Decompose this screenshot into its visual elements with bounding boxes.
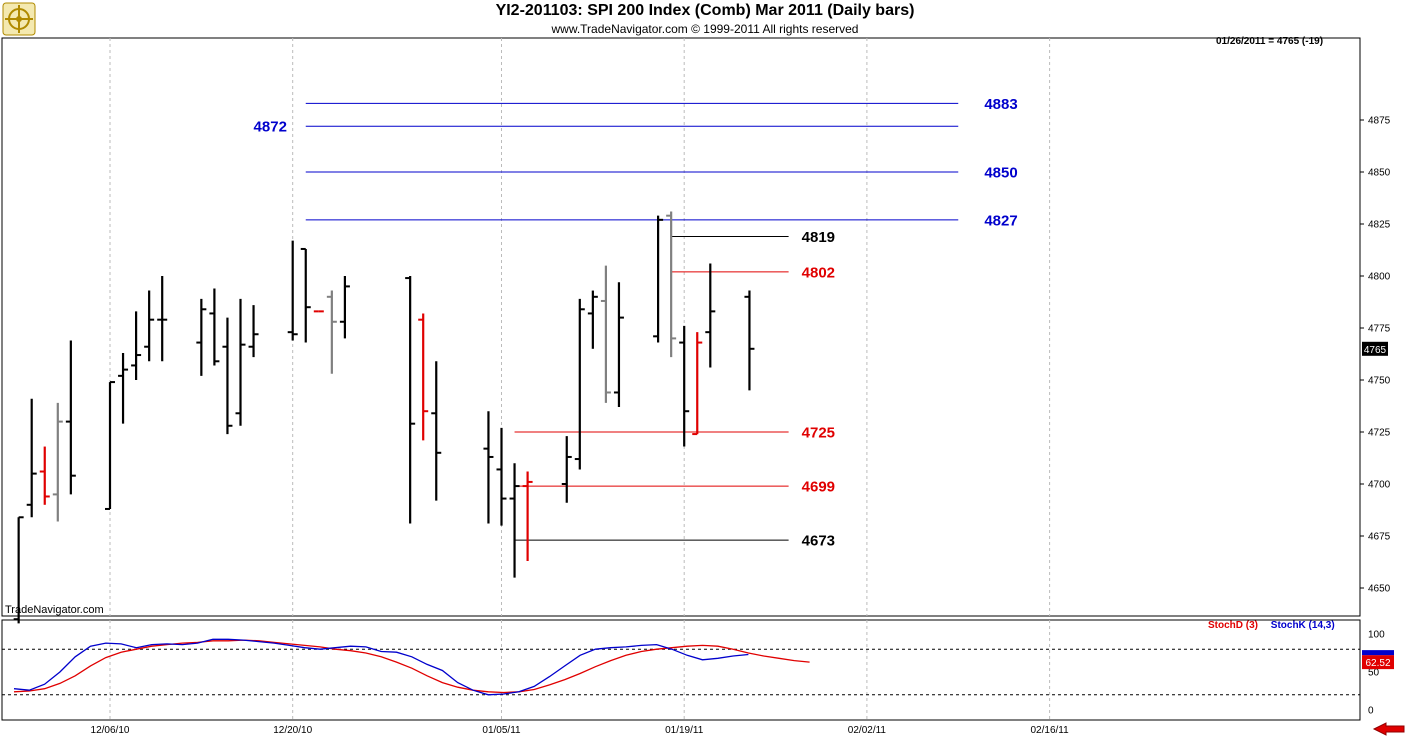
x-tick-label: 02/16/11	[1031, 725, 1070, 736]
level-label-4819: 4819	[802, 229, 835, 246]
stoch-last-value-label: 62.52	[1365, 658, 1390, 669]
y-tick-label: 4650	[1368, 584, 1391, 595]
x-tick-label: 12/20/10	[273, 725, 312, 736]
x-tick-label: 02/02/11	[848, 725, 887, 736]
y-tick-label: 4725	[1368, 428, 1391, 439]
y-tick-label: 4800	[1368, 272, 1391, 283]
stoch-last-value-box	[1362, 655, 1394, 670]
y-tick-label: 4850	[1368, 168, 1391, 179]
y-tick-label: 4825	[1368, 220, 1391, 231]
level-label-4725: 4725	[802, 425, 835, 442]
level-label-4673: 4673	[802, 533, 835, 550]
level-label-4850: 4850	[984, 165, 1017, 182]
level-label-4699: 4699	[802, 479, 835, 496]
level-label-4883: 4883	[984, 96, 1017, 113]
price-panel-frame	[1, 37, 1361, 617]
y-tick-label: 4875	[1368, 116, 1391, 127]
legend-stochk: StochK (14,3)	[1270, 620, 1335, 631]
scroll-left-arrow-icon[interactable]	[1372, 722, 1406, 736]
stochastic-panel-frame	[1, 619, 1361, 721]
chart-subtitle: www.TradeNavigator.com © 1999-2011 All r…	[551, 22, 859, 36]
x-tick-label: 12/06/10	[91, 725, 130, 736]
level-label-4827: 4827	[984, 212, 1017, 229]
stochastic-legend: StochD (3) StochK (14,3)	[1208, 620, 1335, 631]
stoch-y-tick-label: 0	[1368, 706, 1374, 717]
y-tick-label: 4675	[1368, 532, 1391, 543]
y-tick-label: 4775	[1368, 324, 1391, 335]
last-price-readout: 01/26/2011 = 4765 (-19)	[1216, 36, 1324, 47]
stochd-line	[13, 639, 810, 694]
x-tick-label: 01/05/11	[482, 725, 521, 736]
app-logo-icon[interactable]	[2, 2, 36, 36]
legend-stochd: StochD (3)	[1208, 620, 1258, 631]
y-tick-label: 4750	[1368, 376, 1391, 387]
last-price-label: 4765	[1364, 345, 1387, 356]
stochk-last-value-marker	[1362, 650, 1394, 656]
level-label-4872: 4872	[254, 119, 287, 136]
last-price-box	[1362, 341, 1388, 356]
stoch-y-tick-label: 50	[1368, 668, 1380, 679]
level-label-4802: 4802	[802, 264, 835, 281]
x-tick-label: 01/19/11	[665, 725, 704, 736]
chart-title: YI2-201103: SPI 200 Index (Comb) Mar 201…	[495, 2, 915, 19]
watermark: TradeNavigator.com	[5, 604, 104, 616]
stochk-line	[13, 638, 749, 696]
y-tick-label: 4700	[1368, 480, 1391, 491]
stoch-y-tick-label: 100	[1368, 630, 1385, 641]
